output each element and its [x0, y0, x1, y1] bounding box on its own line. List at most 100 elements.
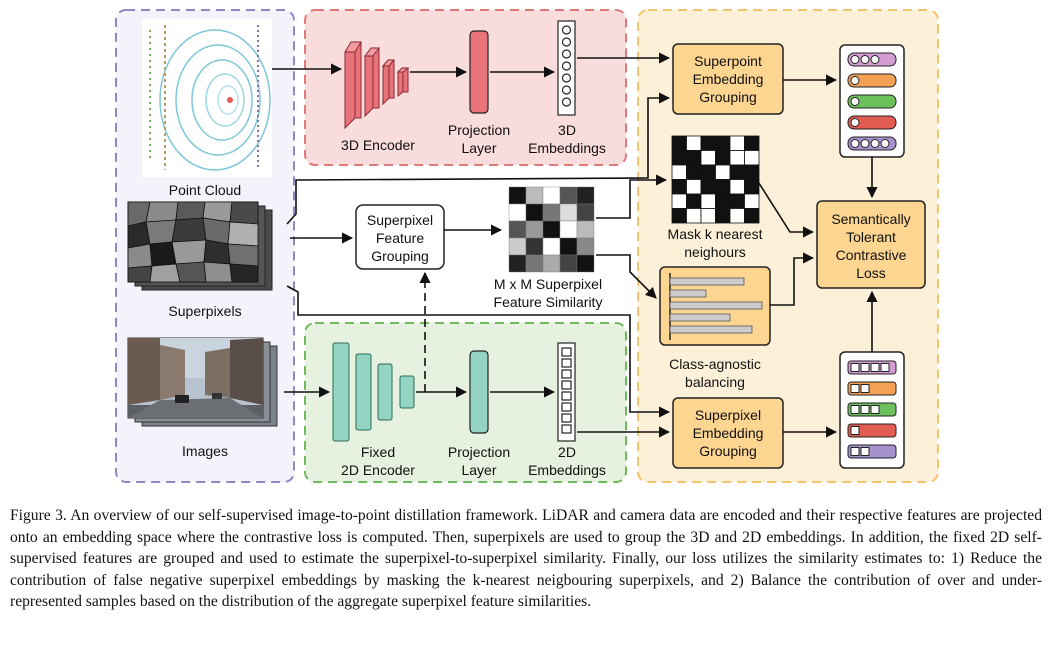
encoder-3d-label: 3D Encoder: [341, 137, 415, 153]
mask-cell: [744, 135, 760, 151]
embeddings-2d-label-line2: Embeddings: [528, 462, 606, 478]
similarity-cell: [576, 203, 595, 222]
similarity-cell: [576, 237, 595, 256]
encoder-3d-panel: [304, 9, 627, 166]
mask-cell: [686, 179, 702, 195]
loss-line2: Tolerant: [846, 229, 896, 245]
grouped-2d-embedding-square: [860, 447, 870, 456]
projection-layer-3d: [469, 30, 489, 114]
mask-cell: [729, 150, 745, 166]
mask-cell: [700, 193, 716, 209]
superpixel-grouping-line1: Superpixel: [695, 407, 761, 423]
superpoint-grouping-line1: Superpoint: [694, 53, 762, 69]
arrow-mask-to-loss: [756, 179, 815, 238]
grouped-3d-embedding-dot: [860, 139, 870, 148]
mask-cell: [729, 135, 745, 151]
point-cloud-image: [142, 19, 272, 177]
camera-images: [127, 337, 278, 427]
mask-cell: [744, 164, 760, 180]
projection-3d-label-line2: Layer: [461, 140, 496, 156]
similarity-cell: [542, 237, 561, 256]
arrow-similarity-to-mask: [596, 174, 668, 219]
mask-cell: [686, 193, 702, 209]
mask-cell: [715, 164, 731, 180]
grouped-2d-embeddings: [839, 351, 905, 469]
grouped-3d-embeddings: [839, 44, 905, 158]
similarity-cell: [559, 186, 578, 205]
mask-cell: [671, 164, 687, 180]
similarity-cell: [576, 186, 595, 205]
figure-caption: Figure 3. An overview of our self-superv…: [10, 507, 1042, 610]
superpixel-grouping-line3: Grouping: [699, 443, 757, 459]
grouped-2d-embedding-square: [850, 447, 860, 456]
mask-cell: [671, 150, 687, 166]
mask-cell: [700, 208, 716, 224]
superpoint-grouping-line3: Grouping: [699, 89, 757, 105]
class-agnostic-label-line1: Class-agnostic: [669, 356, 761, 372]
loss-line1: Semantically: [831, 211, 910, 227]
embeddings-3d-label-line1: 3D: [558, 122, 576, 138]
projection-2d-label-line1: Projection: [448, 444, 510, 460]
grouped-2d-embedding-square: [880, 363, 890, 372]
embeddings-3d-column: [557, 20, 576, 116]
grouped-3d-embedding-dot: [870, 139, 880, 148]
similarity-cell: [576, 254, 595, 273]
mask-cell: [686, 135, 702, 151]
grouped-3d-embedding-dot: [850, 55, 860, 64]
class-agnostic-balancing-box: [659, 266, 771, 346]
similarity-matrix-label-line2: Feature Similarity: [494, 294, 603, 310]
superpixels-label: Superpixels: [168, 303, 241, 319]
images-label: Images: [182, 443, 228, 459]
framework-diagram: Point Cloud Superpixels: [115, 9, 939, 483]
similarity-cell: [542, 254, 561, 273]
similarity-matrix-label-line1: M x M Superpixel: [494, 276, 602, 292]
superpixel-grouping-line2: Embedding: [693, 425, 764, 441]
superpixel-feature-grouping-line1: Superpixel: [367, 212, 433, 228]
mask-knn-matrix: [671, 135, 760, 224]
superpixel-feature-grouping-line3: Grouping: [371, 248, 429, 264]
encoder-3d-block: [344, 40, 410, 130]
grouped-3d-embedding-dot: [850, 118, 860, 127]
mask-knn-label-line2: neighours: [684, 244, 746, 260]
mask-cell: [671, 208, 687, 224]
fixed-encoder-2d-label-line1: Fixed: [361, 444, 395, 460]
mask-cell: [671, 179, 687, 195]
superpixel-feature-grouping-box: [355, 204, 445, 270]
similarity-cell: [542, 186, 561, 205]
similarity-cell: [559, 254, 578, 273]
mask-cell: [729, 193, 745, 209]
projection-3d-label-line1: Projection: [448, 122, 510, 138]
point-cloud-label: Point Cloud: [169, 182, 241, 198]
arrow-superpixels-to-superpixel-grouping: [286, 285, 671, 418]
embeddings-2d-label-line1: 2D: [558, 444, 576, 460]
grouped-2d-embedding-bar: [847, 381, 897, 396]
mask-cell: [715, 179, 731, 195]
similarity-cell: [525, 203, 544, 222]
mask-cell: [686, 208, 702, 224]
grouped-2d-embedding-bar: [847, 444, 897, 459]
encoder-2d-panel: [304, 322, 627, 483]
grouped-2d-embedding-square: [850, 405, 860, 414]
projection-layer-2d: [469, 350, 489, 434]
mask-cell: [744, 150, 760, 166]
arrow-similarity-to-balancing: [596, 254, 657, 299]
similarity-cell: [508, 237, 527, 256]
grouped-2d-embedding-square: [860, 363, 870, 372]
grouped-2d-embedding-square: [850, 384, 860, 393]
similarity-cell: [508, 186, 527, 205]
mask-cell: [671, 193, 687, 209]
mask-cell: [729, 179, 745, 195]
class-agnostic-label-line2: balancing: [685, 374, 745, 390]
loss-line3: Contrastive: [836, 247, 907, 263]
superpoint-embedding-grouping-box: [672, 43, 784, 115]
superpixel-feature-grouping-line2: Feature: [376, 230, 424, 246]
similarity-cell: [525, 220, 544, 239]
grouped-3d-embedding-dot: [850, 97, 860, 106]
grouped-3d-embedding-bar: [847, 115, 897, 130]
grouped-2d-embedding-bar: [847, 423, 897, 438]
similarity-cell: [559, 237, 578, 256]
grouped-2d-embedding-square: [850, 363, 860, 372]
grouped-3d-embedding-dot: [860, 55, 870, 64]
mask-cell: [715, 150, 731, 166]
mask-cell: [715, 208, 731, 224]
